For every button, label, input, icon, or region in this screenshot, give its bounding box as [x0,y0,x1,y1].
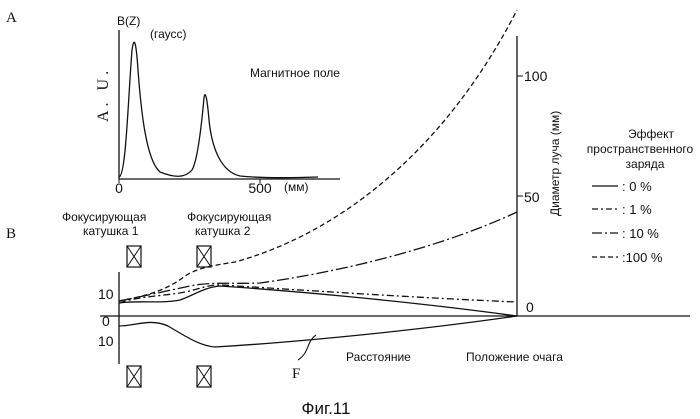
coil-2-top [197,246,211,267]
panel-a-y-scale: A. U. [95,67,112,122]
space-charge-legend: Эффект пространственного заряда : 0 % : … [587,127,694,265]
x-label-focus-position: Положение очага [466,350,563,364]
coil-1-bottom [127,366,141,387]
curve-f-label: F [292,366,300,382]
legend-label-2: : 10 % [622,226,659,241]
coil-2-bottom [197,366,211,387]
coil-2-label-line1: Фокусирующая [187,210,271,224]
legend-title-line1: Эффект [628,127,674,141]
panel-a-label: A [6,10,17,26]
panel-a-x-tick-0: 0 [115,180,123,196]
legend-label-1: : 1 % [622,202,652,217]
right-axis-label-0: 0 [526,299,534,315]
panel-a-y-unit: (гаусс) [150,27,187,41]
coil-2-label-line2: катушка 2 [195,224,251,238]
panel-b-y-tick-10-lower: 10 [98,333,114,349]
curve-100-percent [119,10,517,301]
coil-1-label-line1: Фокусирующая [62,210,146,224]
curve-0-percent-lower [119,316,517,347]
panel-b-y-tick-0: 0 [102,313,110,329]
panel-a-plot: B(Z) (гаусс) A. U. 0 500 (мм) Магнитное … [95,14,340,196]
x-label-distance: Расстояние [346,350,411,364]
right-axis-label-50: 50 [524,189,540,205]
panel-a-x-tick-500: 500 [248,180,272,196]
coil-1-label-line2: катушка 1 [83,224,139,238]
legend-label-3: :100 % [622,250,663,265]
curve-10-percent [119,212,517,301]
magnetic-field-curve [119,42,318,177]
panel-b-y-tick-10-upper: 10 [98,286,114,302]
magnetic-field-label: Магнитное поле [250,66,340,80]
curve-f-leader [298,335,316,360]
coil-1-top [127,246,141,267]
panel-a-y-axis-label: B(Z) [117,14,140,28]
panel-b-label: B [6,226,16,242]
right-axis-label-100: 100 [524,68,548,84]
right-axis-title: Диаметр луча (мм) [548,111,562,216]
figure-caption: Фиг.11 [302,399,351,418]
legend-title-line3: заряда [626,157,665,171]
legend-label-0: : 0 % [622,179,652,194]
panel-a-x-unit: (мм) [284,180,309,194]
legend-title-line2: пространственного [587,142,694,156]
